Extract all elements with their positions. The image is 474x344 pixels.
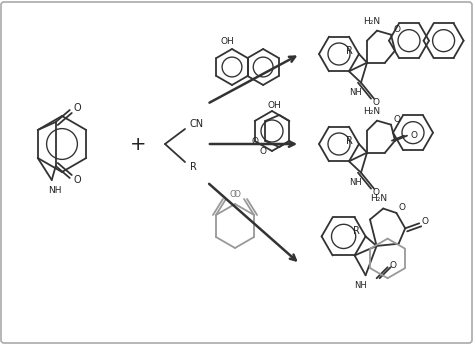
Text: R: R: [190, 162, 196, 172]
Text: NH: NH: [350, 178, 363, 187]
Text: NH: NH: [354, 281, 367, 290]
Text: O: O: [399, 203, 406, 213]
Text: O: O: [393, 25, 401, 34]
Text: O: O: [74, 103, 82, 113]
Text: H₂N: H₂N: [364, 17, 381, 26]
Text: NH: NH: [48, 185, 62, 194]
Text: O: O: [260, 147, 267, 155]
Text: O: O: [373, 98, 380, 107]
Text: O: O: [252, 137, 259, 146]
Text: NH: NH: [350, 88, 363, 97]
Text: H₂N: H₂N: [364, 107, 381, 116]
Text: CN: CN: [190, 119, 204, 129]
Text: OH: OH: [220, 36, 234, 45]
Text: O: O: [373, 188, 380, 197]
Text: O: O: [393, 115, 401, 124]
Text: OH: OH: [267, 100, 281, 109]
Text: R: R: [346, 46, 353, 56]
Text: O: O: [229, 190, 237, 198]
Text: R: R: [353, 226, 360, 236]
Text: O: O: [410, 131, 418, 140]
Text: H₂N: H₂N: [370, 194, 387, 203]
Text: O: O: [389, 261, 396, 270]
Text: +: +: [130, 135, 146, 153]
Text: O: O: [234, 190, 240, 198]
Text: R: R: [346, 136, 353, 146]
Text: O: O: [74, 175, 82, 185]
Text: O: O: [422, 217, 428, 226]
